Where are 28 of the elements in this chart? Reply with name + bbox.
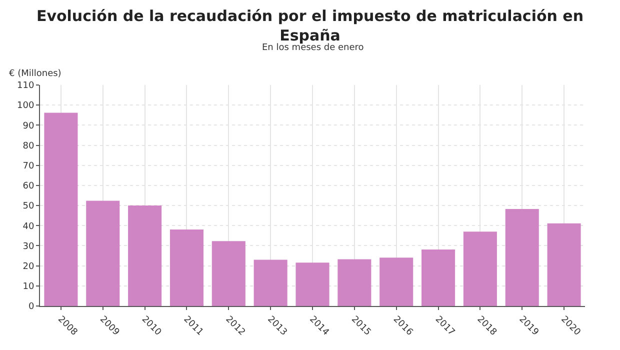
bar [212, 241, 246, 306]
y-axis-title: € (Millones) [9, 69, 62, 79]
y-tick-label: 0 [28, 302, 34, 312]
bar [380, 258, 414, 306]
bar [44, 112, 78, 306]
bar [170, 229, 204, 306]
y-tick-label: 30 [22, 242, 34, 252]
chart-subtitle: En los meses de enero [262, 43, 364, 53]
bar [505, 208, 539, 306]
bar [86, 200, 120, 306]
bar [547, 223, 581, 306]
bar [296, 262, 330, 306]
bar [422, 250, 456, 306]
bar [463, 232, 497, 306]
y-tick-label: 50 [22, 202, 34, 212]
y-tick-label: 20 [22, 262, 34, 272]
bar [128, 206, 162, 306]
y-tick-label: 10 [22, 282, 34, 292]
bar [338, 259, 372, 306]
y-tick-label: 40 [22, 222, 34, 232]
y-tick-label: 80 [22, 141, 34, 152]
chart-title: Evolución de la recaudación por el impuesto de matriculación en España [36, 7, 584, 44]
y-tick-label: 100 [17, 101, 34, 112]
y-tick-label: 70 [22, 162, 34, 172]
y-tick-label: 110 [17, 81, 34, 92]
y-tick-label: 60 [22, 182, 34, 192]
bar [254, 260, 288, 306]
y-tick-label: 90 [22, 121, 34, 132]
